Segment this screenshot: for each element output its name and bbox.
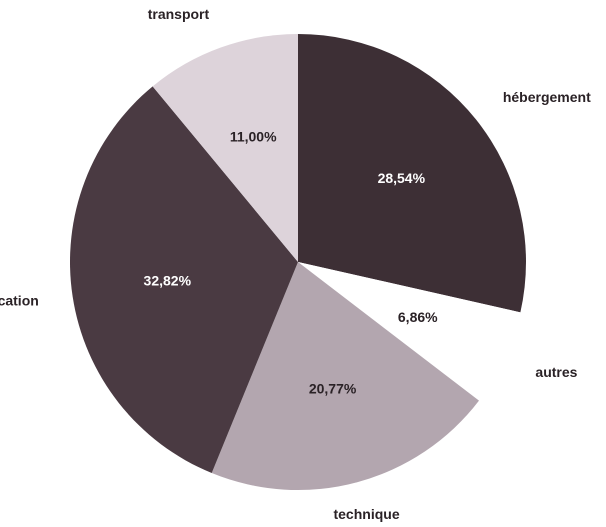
slice-category-label: transport xyxy=(148,6,210,22)
pie-slice xyxy=(152,34,298,262)
slice-value-label: 6,86% xyxy=(398,309,438,325)
slice-category-label: technique xyxy=(333,506,399,522)
slice-value-label: 28,54% xyxy=(378,170,426,186)
slice-value-label: 20,77% xyxy=(309,380,357,396)
slice-value-label: 32,82% xyxy=(144,273,192,289)
pie-slice xyxy=(298,34,526,313)
slice-category-label: communication xyxy=(0,292,39,308)
pie-slice xyxy=(70,86,298,474)
pie-slice xyxy=(211,262,479,490)
pie-slice xyxy=(298,262,521,401)
slice-category-label: hébergement xyxy=(503,89,591,105)
slice-value-label: 11,00% xyxy=(230,128,277,144)
slice-category-label: autres xyxy=(535,364,577,380)
